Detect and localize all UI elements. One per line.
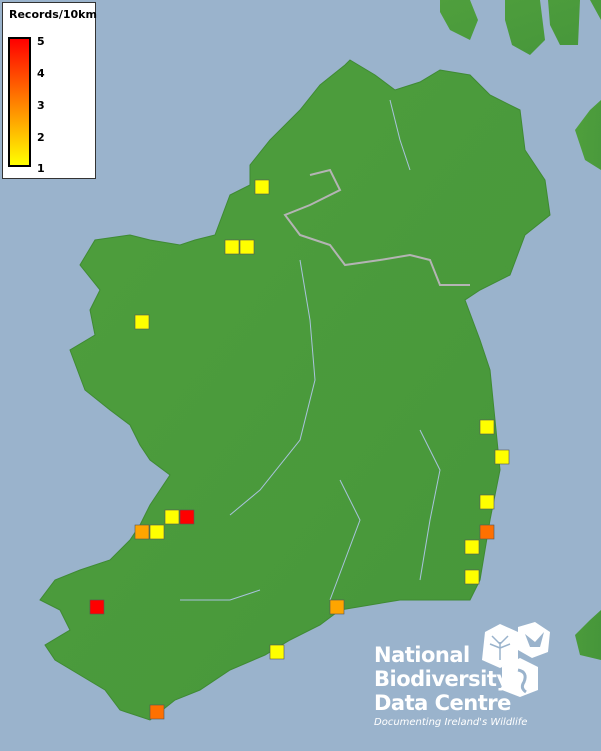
record-square[interactable] (239, 239, 255, 255)
legend-tick: 4 (37, 67, 45, 80)
nbdc-logo-icon (482, 622, 550, 697)
legend-tick: 3 (37, 99, 45, 112)
record-square[interactable] (149, 704, 165, 720)
legend-tick: 5 (37, 35, 45, 48)
legend-title: Records/10km (9, 8, 97, 21)
record-square[interactable] (224, 239, 240, 255)
record-square[interactable] (479, 419, 495, 435)
rivers (180, 99, 441, 601)
record-square[interactable] (89, 599, 105, 615)
record-square[interactable] (164, 509, 180, 525)
scotland-land (440, 0, 601, 55)
nbdc-logo: National Biodiversity Data Centre Docume… (374, 643, 527, 728)
logo-tagline: Documenting Ireland's Wildlife (374, 717, 528, 728)
record-square[interactable] (254, 179, 270, 195)
record-squares (89, 179, 510, 720)
record-square[interactable] (134, 524, 150, 540)
record-square[interactable] (479, 494, 495, 510)
record-square[interactable] (329, 599, 345, 615)
record-square[interactable] (479, 524, 495, 540)
ireland-land (39, 59, 551, 721)
record-square[interactable] (179, 509, 195, 525)
legend: Records/10km 5 4 3 2 1 (2, 2, 97, 179)
legend-color-ramp (8, 37, 31, 167)
logo-line: Biodiversity (374, 667, 510, 691)
logo-line: National (374, 643, 470, 667)
legend-tick: 2 (37, 131, 45, 144)
record-square[interactable] (134, 314, 150, 330)
record-square[interactable] (464, 569, 480, 585)
record-square[interactable] (149, 524, 165, 540)
ni-border (283, 168, 470, 286)
record-square[interactable] (494, 449, 510, 465)
wales-land (575, 100, 601, 660)
record-square[interactable] (269, 644, 285, 660)
legend-tick: 1 (37, 162, 45, 175)
record-square[interactable] (464, 539, 480, 555)
logo-line: Data Centre (374, 691, 511, 715)
